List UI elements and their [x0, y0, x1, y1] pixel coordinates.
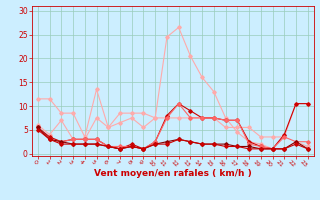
X-axis label: Vent moyen/en rafales ( km/h ): Vent moyen/en rafales ( km/h )	[94, 169, 252, 178]
